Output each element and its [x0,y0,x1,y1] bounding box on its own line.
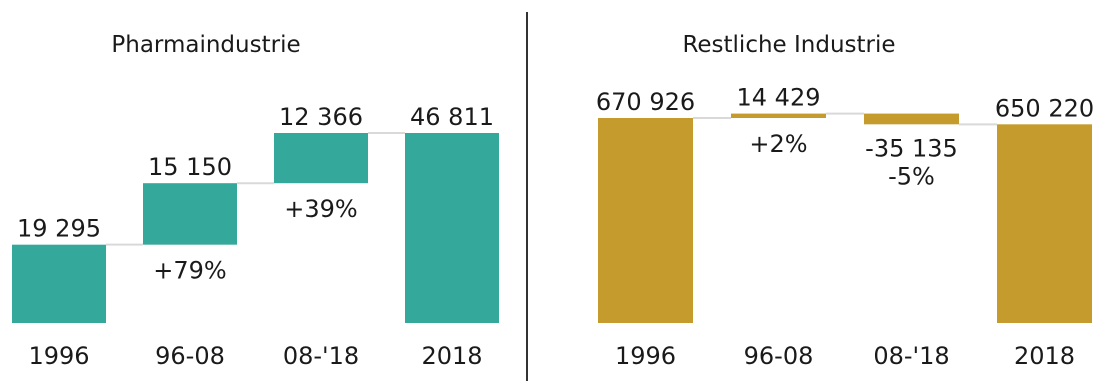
chart-title-pharmaindustrie: Pharmaindustrie [111,32,300,58]
category-label-pharma-1: 96-08 [155,342,225,370]
bar-restliche-3 [997,124,1092,323]
bar-restliche-2 [864,113,959,125]
category-label-pharma-0: 1996 [28,342,89,370]
value-label-pharma-0: 19 295 [17,215,101,243]
value-label-pharma-2: 12 366 [279,103,363,131]
bar-pharma-1 [143,183,237,245]
category-label-pharma-3: 2018 [421,342,482,370]
chart-pharmaindustrie: Pharmaindustrie 19 295 1996 15 150 +79% 96-0… [12,32,499,370]
value-label-restliche-3: 650 220 [995,94,1094,122]
chart-marks-pharmaindustrie: 19 295 1996 15 150 +79% 96-08 12 366 +39% 08-'1… [12,103,499,370]
category-label-restliche-0: 1996 [615,342,676,370]
percent-label-restliche-2: -5% [888,162,935,190]
chart-marks-restliche-industrie: 670 926 1996 14 429 +2% 96-08 -35 135-5% 08-'1… [596,84,1094,370]
bar-restliche-0 [598,118,693,323]
chart-restliche-industrie: Restliche Industrie 670 926 1996 14 429 +2%… [596,32,1094,370]
bar-pharma-2 [274,133,368,184]
category-label-restliche-3: 2018 [1014,342,1075,370]
value-label-restliche-1: 14 429 [737,84,821,112]
value-label-pharma-1: 15 150 [148,153,232,181]
bar-restliche-1 [731,113,826,118]
percent-label-pharma-2: +39% [284,195,357,223]
bar-pharma-3 [405,133,499,323]
value-label-restliche-2: -35 135 [865,134,958,162]
bar-pharma-0 [12,244,106,323]
value-label-restliche-0: 670 926 [596,88,695,116]
category-label-restliche-1: 96-08 [744,342,814,370]
value-label-pharma-3: 46 811 [410,103,494,131]
category-label-pharma-2: 08-'18 [283,342,359,370]
category-label-restliche-2: 08-'18 [873,342,949,370]
chart-title-restliche-industrie: Restliche Industrie [682,32,895,58]
percent-label-pharma-1: +79% [153,257,226,285]
percent-label-restliche-1: +2% [749,130,807,158]
